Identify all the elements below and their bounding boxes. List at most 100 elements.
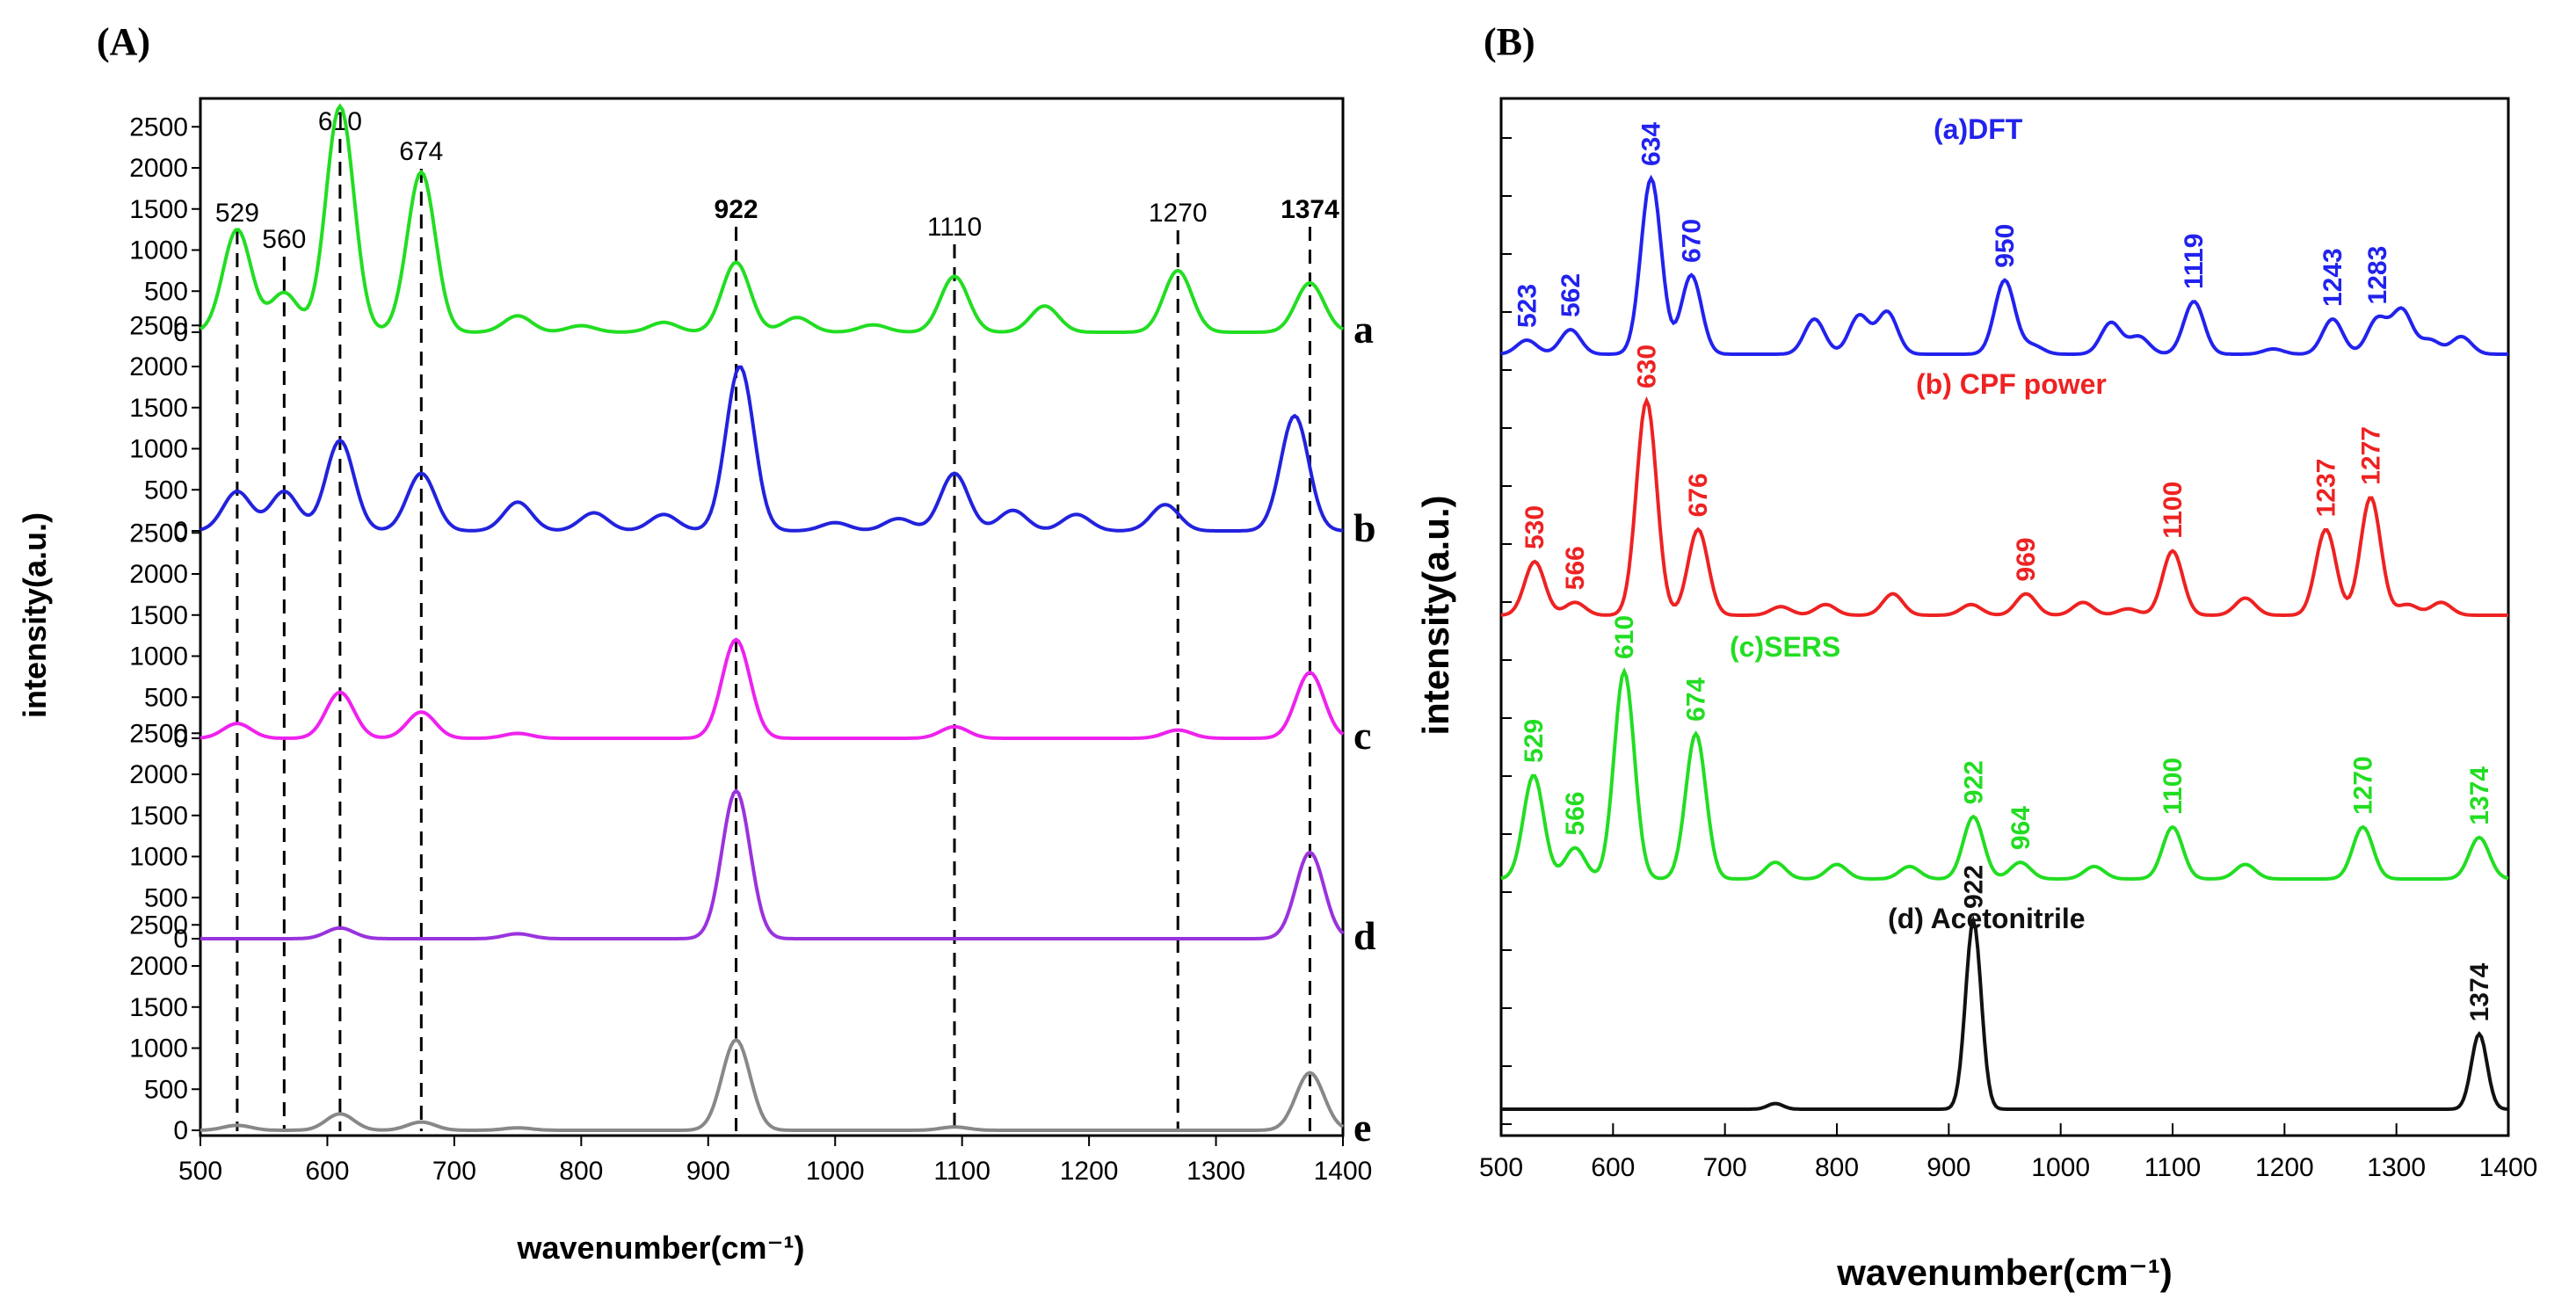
peak-label: 560 bbox=[262, 225, 306, 254]
x-tick-label: 1200 bbox=[1060, 1157, 1119, 1186]
series-line-b bbox=[200, 365, 1344, 533]
series-line-b0 bbox=[1500, 174, 2508, 357]
peak-label: 530 bbox=[1520, 505, 1549, 549]
peak-label: 922 bbox=[1959, 865, 1988, 909]
peak-label: 1100 bbox=[2159, 758, 2188, 815]
peak-label: 922 bbox=[1959, 760, 1988, 804]
y-tick-label: 2500 bbox=[129, 719, 188, 748]
x-tick-label: 1000 bbox=[2031, 1153, 2090, 1182]
y-tick-label: 2000 bbox=[129, 952, 188, 981]
peak-label: 674 bbox=[1682, 677, 1711, 721]
trace-name: a bbox=[1353, 307, 1374, 352]
x-tick-label: 500 bbox=[1479, 1153, 1523, 1182]
panel-a-ylabel: intensity(a.u.) bbox=[17, 512, 53, 718]
y-tick-label: 500 bbox=[144, 277, 188, 306]
panel-a-y-ticks: 0500100015002000250005001000150020002500… bbox=[129, 113, 200, 1145]
peak-label: 969 bbox=[2012, 538, 2041, 582]
x-tick-label: 1000 bbox=[806, 1157, 865, 1186]
x-tick-label: 1400 bbox=[2479, 1153, 2538, 1182]
series-line-c bbox=[200, 637, 1345, 740]
panel-a: (A) 050010001500200025000500100015002000… bbox=[17, 20, 1376, 1266]
series-line-b3 bbox=[1501, 914, 2509, 1111]
peak-label: 610 bbox=[318, 107, 362, 136]
peak-label: 1277 bbox=[2356, 426, 2385, 485]
x-tick-label: 1100 bbox=[2144, 1153, 2202, 1182]
peak-label: 1374 bbox=[2465, 766, 2494, 825]
y-tick-label: 0 bbox=[173, 1116, 188, 1145]
y-tick-label: 1500 bbox=[129, 394, 188, 423]
y-tick-label: 1000 bbox=[129, 843, 188, 872]
series-line-b2 bbox=[1500, 667, 2509, 882]
x-tick-label: 800 bbox=[1815, 1153, 1859, 1182]
y-tick-label: 500 bbox=[144, 883, 188, 912]
x-tick-label: 700 bbox=[432, 1157, 476, 1186]
y-tick-label: 0 bbox=[173, 724, 188, 753]
y-tick-label: 0 bbox=[173, 318, 188, 347]
series-name: (a)DFT bbox=[1934, 113, 2023, 145]
panel-b: (B) 500 600 700 800 900 1000 1100 1200 1300 1400 … bbox=[1415, 20, 2537, 1293]
y-tick-label: 2000 bbox=[129, 760, 188, 789]
peak-label: 523 bbox=[1513, 284, 1542, 328]
y-tick-label: 1500 bbox=[129, 993, 188, 1022]
y-tick-label: 2500 bbox=[129, 519, 188, 548]
peak-label: 674 bbox=[399, 137, 443, 166]
peak-label: 1374 bbox=[1281, 195, 1339, 224]
y-tick-label: 2000 bbox=[129, 154, 188, 183]
series-name: (b) CPF power bbox=[1916, 368, 2107, 400]
y-tick-label: 500 bbox=[144, 683, 188, 712]
peak-label: 566 bbox=[1561, 792, 1590, 836]
y-tick-label: 1000 bbox=[129, 435, 188, 464]
y-tick-label: 0 bbox=[173, 925, 188, 954]
x-tick-label: 1200 bbox=[2255, 1153, 2314, 1182]
y-tick-label: 2500 bbox=[129, 113, 188, 142]
peak-label: 1270 bbox=[1149, 199, 1208, 228]
x-tick-label: 500 bbox=[178, 1157, 222, 1186]
panel-a-frame bbox=[199, 97, 1345, 1137]
series-line-d bbox=[200, 788, 1345, 940]
peak-label: 1119 bbox=[2180, 234, 2209, 289]
peak-label: 676 bbox=[1684, 473, 1713, 517]
panel-a-xlabel: wavenumber(cm⁻¹) bbox=[516, 1230, 804, 1266]
panel-a-trace-names: a b c d e bbox=[1353, 307, 1376, 1150]
x-tick-label: 600 bbox=[1591, 1153, 1635, 1182]
x-tick-label: 700 bbox=[1703, 1153, 1747, 1182]
panel-b-series: (a)DFT 523 562 634 670 950 1119 1243 1283 (b) CPF… bbox=[1500, 113, 2509, 1111]
panel-b-ylabel: intensity(a.u.) bbox=[1415, 495, 1456, 735]
y-tick-label: 2000 bbox=[129, 352, 188, 381]
x-tick-label: 800 bbox=[559, 1157, 603, 1186]
x-tick-label: 1300 bbox=[2367, 1153, 2426, 1182]
peak-label: 610 bbox=[1610, 615, 1639, 659]
x-tick-label: 1100 bbox=[933, 1157, 990, 1186]
peak-label: 1283 bbox=[2363, 246, 2392, 305]
panel-b-xlabel: wavenumber(cm⁻¹) bbox=[1836, 1252, 2173, 1293]
x-tick-label: 900 bbox=[686, 1157, 730, 1186]
peak-label: 1270 bbox=[2348, 756, 2377, 815]
y-tick-label: 500 bbox=[144, 476, 188, 505]
peak-label: 670 bbox=[1677, 219, 1706, 263]
y-tick-label: 1500 bbox=[129, 195, 188, 224]
y-tick-label: 2000 bbox=[129, 560, 188, 589]
trace-name: e bbox=[1353, 1105, 1371, 1150]
y-tick-label: 2500 bbox=[129, 311, 188, 340]
peak-label: 950 bbox=[1991, 224, 2020, 268]
panel-a-x-ticks: 500 600 700 800 900 1000 1100 1200 1300 1400 bbox=[178, 1136, 1372, 1186]
panel-b-x-ticks: 500 600 700 800 900 1000 1100 1200 1300 1400 bbox=[1479, 1123, 2537, 1182]
x-tick-label: 1300 bbox=[1186, 1157, 1245, 1186]
y-tick-label: 2500 bbox=[129, 911, 188, 940]
trace-name: c bbox=[1353, 713, 1371, 758]
peak-label: 1374 bbox=[2465, 962, 2494, 1021]
y-tick-label: 500 bbox=[144, 1075, 188, 1104]
panel-b-y-ticks bbox=[1501, 137, 1512, 1125]
panel-a-title: (A) bbox=[97, 20, 150, 63]
y-tick-label: 1000 bbox=[129, 1035, 188, 1064]
series-line-b1 bbox=[1500, 396, 2508, 617]
series-line-a bbox=[199, 103, 1345, 334]
peak-label: 566 bbox=[1561, 546, 1590, 590]
series-name: (c)SERS bbox=[1730, 631, 1840, 663]
y-tick-label: 0 bbox=[173, 517, 188, 546]
panel-a-series bbox=[199, 103, 1345, 1132]
peak-label: 1243 bbox=[2318, 248, 2347, 307]
peak-label: 922 bbox=[715, 195, 758, 224]
trace-name: d bbox=[1353, 913, 1376, 958]
